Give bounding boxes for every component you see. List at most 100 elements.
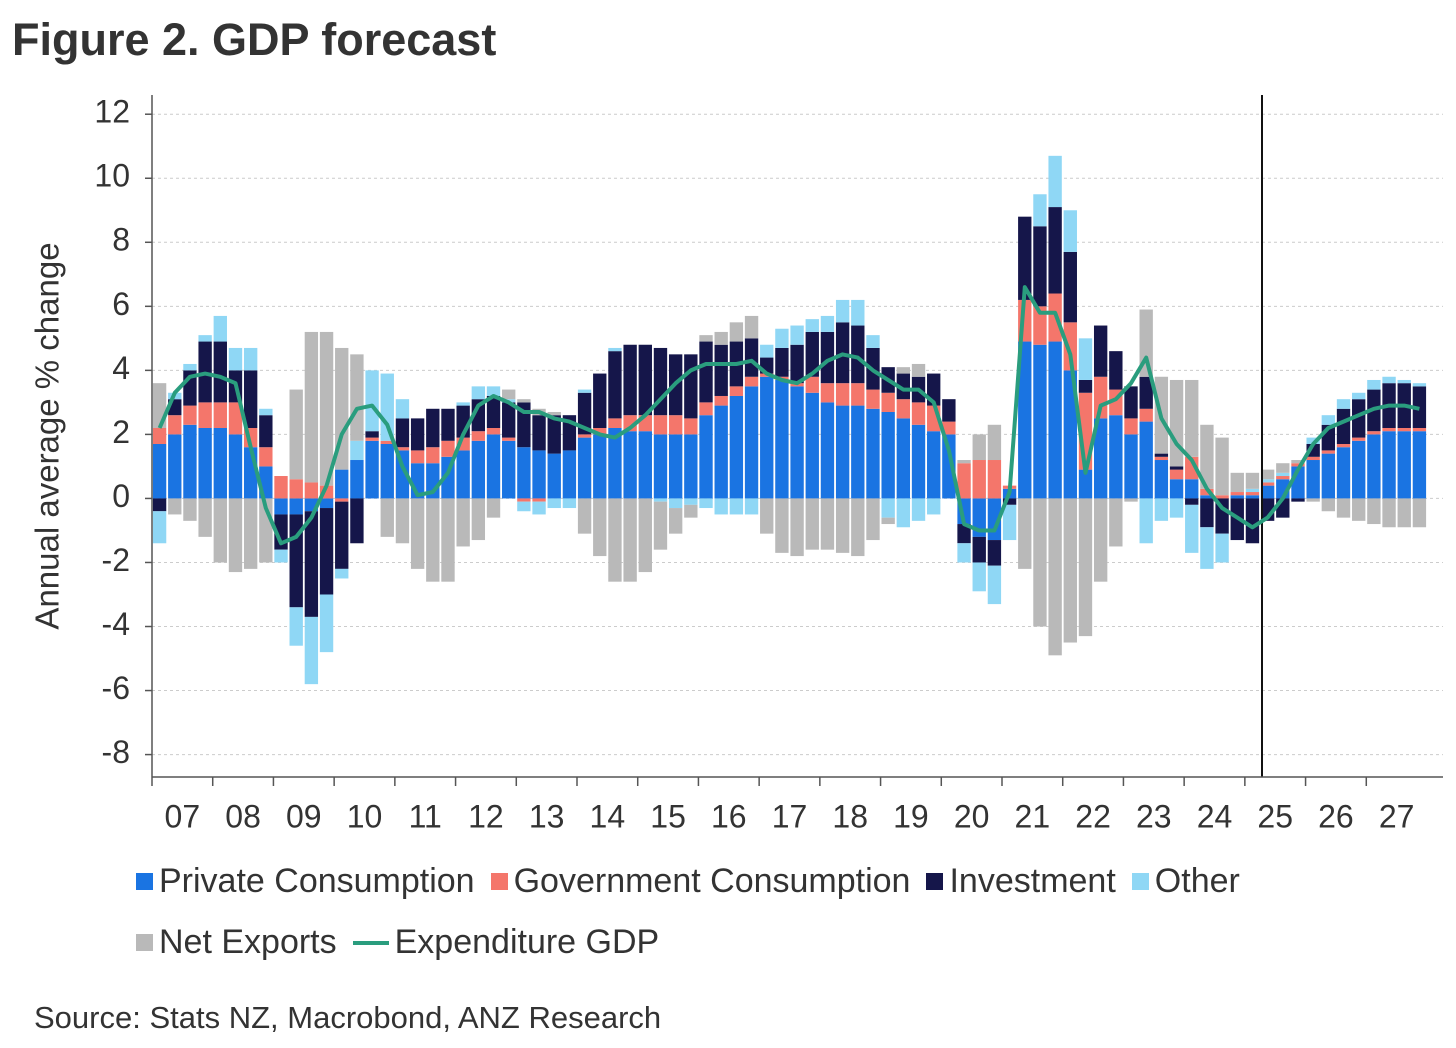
y-tick-label: 0	[112, 478, 130, 514]
bar	[213, 402, 227, 428]
bar	[638, 344, 652, 416]
bar	[1124, 434, 1138, 499]
bar	[881, 498, 895, 518]
bar	[1002, 504, 1017, 541]
bar	[851, 325, 865, 384]
bar	[228, 498, 243, 573]
bar	[1093, 498, 1108, 582]
bar	[1169, 466, 1184, 470]
bar	[350, 460, 364, 499]
bar	[274, 476, 288, 499]
bar	[152, 444, 167, 499]
bar	[593, 498, 607, 557]
bar	[1200, 424, 1214, 489]
bar	[957, 543, 971, 563]
bar	[1260, 479, 1275, 483]
bar	[1063, 498, 1077, 643]
bar	[1352, 440, 1366, 499]
bar	[1048, 341, 1062, 499]
bar	[820, 331, 835, 384]
bar	[623, 431, 637, 499]
bar	[380, 498, 394, 537]
bar	[1321, 450, 1336, 454]
x-tick-label: 10	[347, 798, 383, 834]
bar	[532, 498, 546, 502]
x-tick-label: 18	[832, 798, 868, 834]
bar	[820, 402, 835, 499]
bar	[684, 434, 698, 499]
bar	[760, 344, 774, 358]
bar	[441, 408, 455, 441]
bar	[1139, 376, 1153, 409]
bar	[835, 383, 850, 406]
legend-swatch	[136, 934, 153, 951]
bar	[426, 408, 440, 448]
bar	[972, 562, 986, 592]
bar	[365, 440, 379, 499]
y-tick-label: 12	[94, 94, 130, 130]
bar	[1033, 344, 1047, 499]
bar	[471, 399, 486, 432]
bar	[896, 399, 911, 419]
bar	[350, 354, 364, 441]
bar	[1154, 498, 1169, 521]
bar	[987, 540, 1002, 566]
bar	[1093, 418, 1108, 499]
bar	[1382, 376, 1396, 384]
bar	[1169, 379, 1184, 467]
bar	[486, 498, 501, 518]
bar	[1336, 399, 1351, 409]
bar	[805, 376, 819, 393]
bar	[1048, 498, 1062, 656]
bar	[1109, 415, 1123, 499]
bar	[1139, 408, 1153, 422]
bar	[441, 440, 455, 457]
bar	[668, 415, 683, 435]
bar	[1033, 194, 1047, 227]
bar	[532, 501, 546, 515]
bar	[577, 392, 592, 435]
bar	[744, 315, 759, 339]
bar	[168, 498, 182, 515]
x-tick-label: 11	[409, 798, 442, 834]
bar	[896, 418, 911, 499]
bar	[1245, 492, 1260, 496]
bar	[228, 434, 243, 499]
bar	[335, 498, 349, 502]
bar	[1336, 408, 1351, 445]
bar	[456, 450, 470, 499]
bar	[471, 386, 486, 400]
bar	[152, 498, 167, 512]
bar	[1245, 495, 1260, 499]
bar	[699, 498, 713, 509]
bar	[471, 431, 486, 441]
bar	[911, 363, 926, 377]
bar	[684, 504, 698, 518]
bar	[957, 463, 971, 499]
bar	[714, 405, 728, 499]
bar	[1321, 498, 1336, 512]
bar	[1169, 469, 1184, 480]
bar	[1185, 479, 1199, 499]
bar	[668, 508, 683, 534]
bar	[987, 460, 1002, 499]
bar	[1018, 216, 1032, 300]
bar	[1336, 444, 1351, 448]
bar	[562, 450, 577, 499]
bar	[183, 498, 197, 521]
bar	[152, 427, 167, 445]
legend-item: Investment	[926, 862, 1116, 901]
bar	[638, 431, 652, 499]
bar	[183, 363, 197, 371]
bar	[517, 447, 531, 499]
bar	[805, 392, 819, 499]
bar	[699, 402, 713, 416]
bar	[183, 405, 197, 425]
bar	[502, 440, 516, 499]
bar	[274, 498, 288, 515]
bar	[380, 444, 394, 499]
bar	[1048, 207, 1062, 294]
bar	[213, 498, 227, 563]
bar	[365, 437, 379, 441]
bar	[1352, 498, 1366, 521]
